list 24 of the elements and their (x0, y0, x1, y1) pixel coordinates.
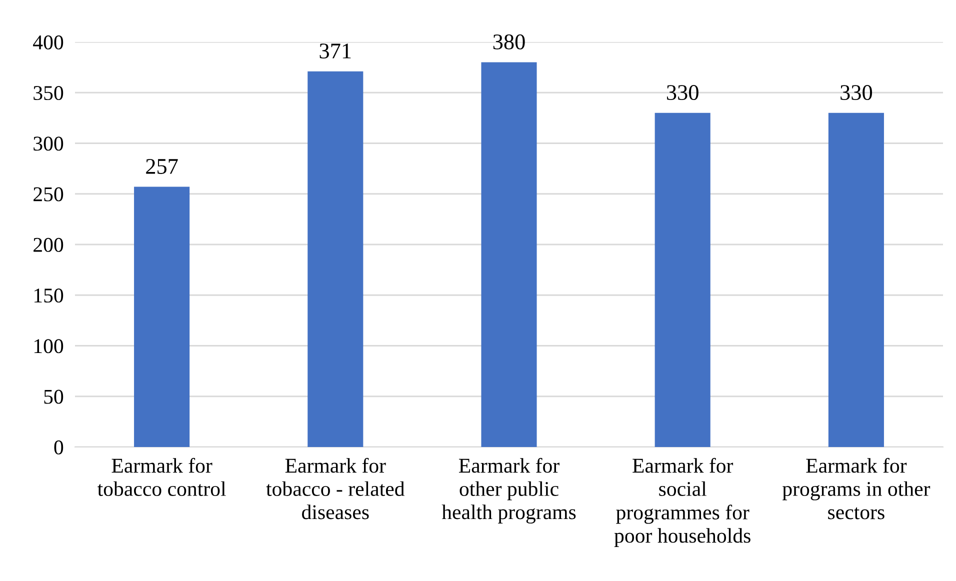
y-tick-label: 300 (34, 136, 64, 151)
y-tick-label: 150 (34, 288, 64, 303)
x-tick-label: Earmark for tobacco control (98, 458, 226, 496)
x-tick-label: Earmark for tobacco - related diseases (266, 458, 405, 520)
x-tick-label: Earmark for other public health programs (442, 458, 576, 524)
y-tick-label: 100 (34, 339, 64, 354)
y-tick-label: 50 (44, 390, 64, 404)
y-tick-label: 350 (34, 86, 64, 100)
x-tick-label: Earmark for social programmes for poor households (614, 458, 750, 548)
y-tick-label: 250 (34, 187, 64, 202)
bar (654, 112, 710, 447)
data-label: 330 (666, 85, 698, 100)
bar (308, 71, 364, 447)
bar (828, 112, 884, 447)
x-tick-label: Earmark for programs in other sectors (782, 458, 930, 520)
data-label: 380 (493, 34, 525, 50)
bar (481, 62, 537, 447)
data-label: 371 (320, 44, 351, 59)
data-label: 257 (146, 159, 178, 174)
y-tick-label: 0 (54, 440, 64, 454)
y-tick-label: 400 (33, 35, 64, 50)
bar (134, 186, 190, 447)
data-label: 330 (840, 85, 872, 100)
y-tick-label: 200 (34, 238, 64, 252)
